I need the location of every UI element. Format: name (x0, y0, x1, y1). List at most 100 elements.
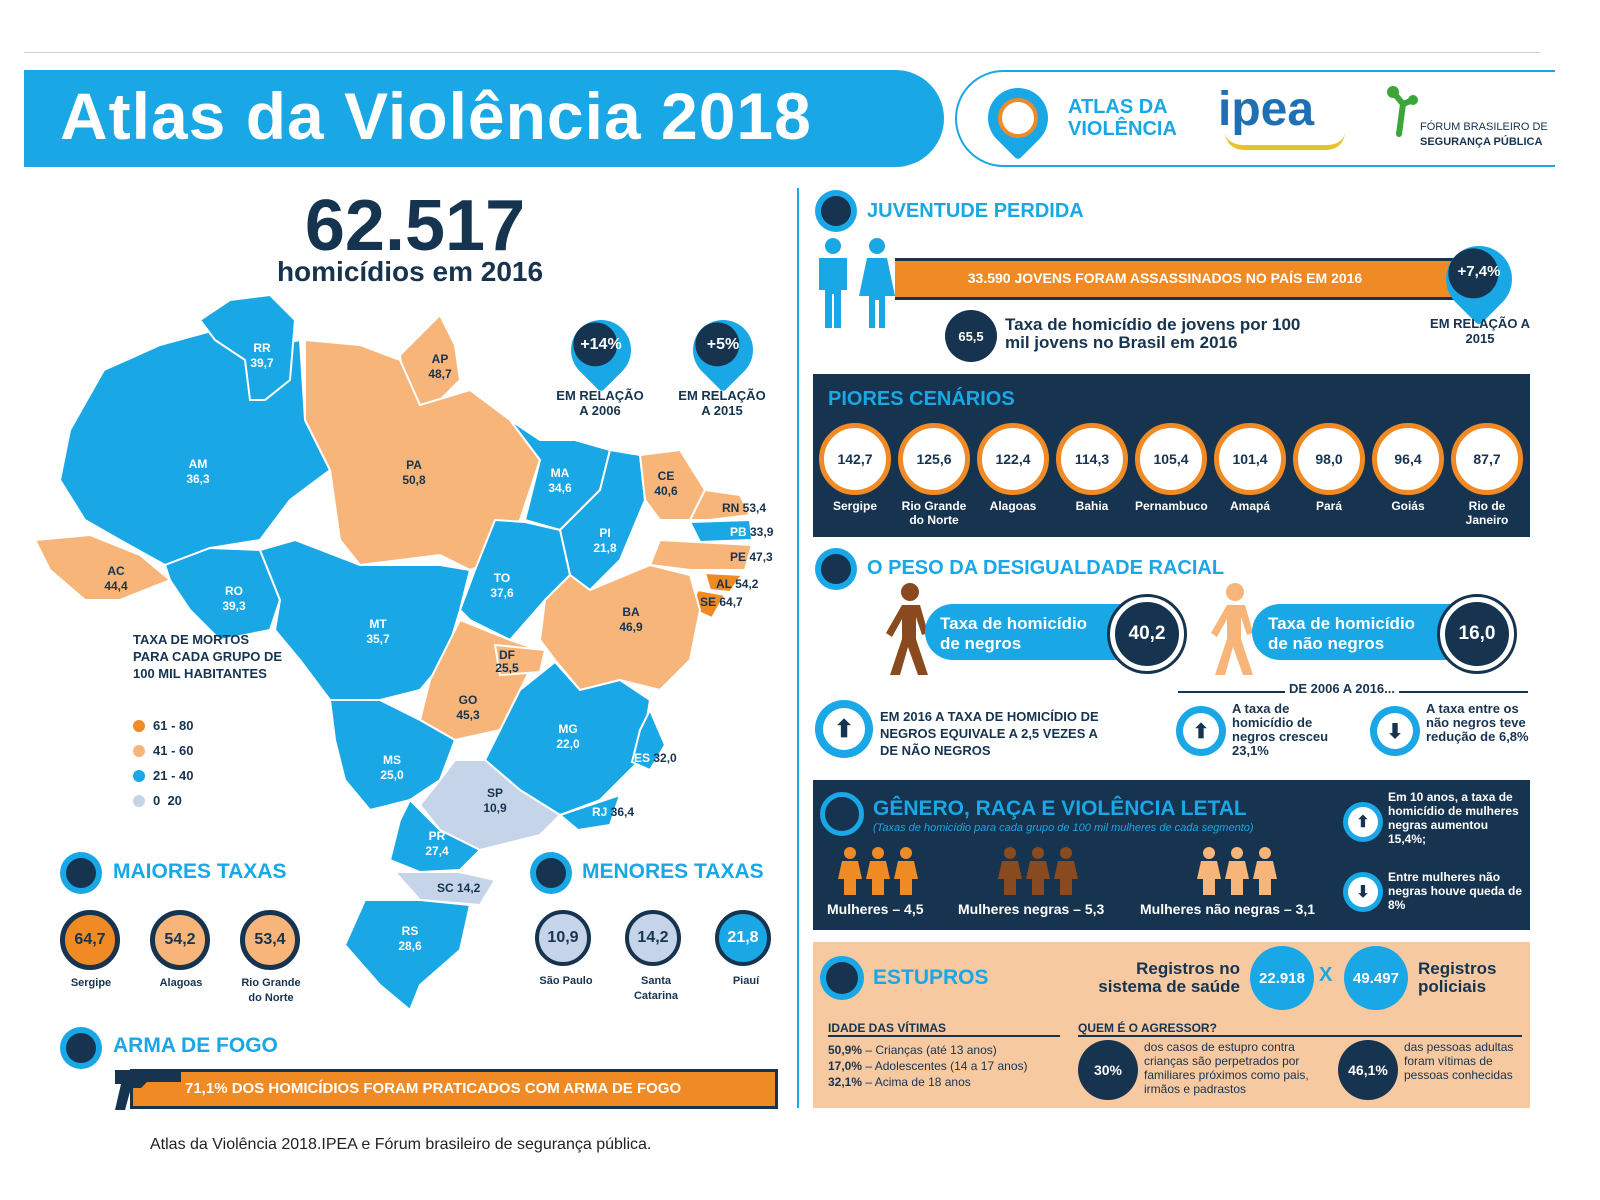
saude-value: 22.918 (1250, 946, 1314, 1010)
saude-label: Registros no sistema de saúde (1098, 959, 1240, 996)
juventude-change-label: EM RELAÇÃO A 2015 (1430, 316, 1530, 346)
piores-item: 96,4 Goiás (1372, 423, 1444, 527)
genero-icon (820, 792, 864, 836)
state-rr (198, 293, 297, 401)
label-mg: MG (558, 722, 577, 736)
agr1-text: dos casos de estupro contra crianças são… (1144, 1040, 1309, 1096)
menores-item: 10,9 São Paulo (535, 910, 597, 1004)
juventude-icon (815, 190, 857, 232)
hero-label: homicídios em 2016 (276, 256, 544, 287)
state-sp (418, 759, 562, 852)
state-rs (343, 899, 472, 1012)
value-pr: 27,4 (425, 844, 449, 858)
piores-item: 101,4 Amapá (1214, 423, 1286, 527)
juventude-title: JUVENTUDE PERDIDA (867, 200, 1084, 222)
value-sp: 10,9 (483, 801, 507, 815)
idade-title: IDADE DAS VÍTIMAS (828, 1021, 1060, 1037)
maiores-item: 64,7 Sergipe (60, 910, 122, 1006)
arma-title: ARMA DE FOGO (113, 1034, 278, 1057)
genero-title: GÊNERO, RAÇA E VIOLÊNCIA LETAL (873, 797, 1247, 820)
genero-panel (813, 780, 1530, 930)
down-arrow-icon: ⬇ (1370, 706, 1420, 756)
agressor-title: QUEM É O AGRESSOR? (1078, 1021, 1522, 1037)
header-banner (24, 70, 944, 167)
value-ma: 34,6 (548, 481, 572, 495)
column-divider (797, 188, 799, 1108)
up-arrow-icon: ⬆ (1176, 706, 1226, 756)
genero-subtitle: (Taxas de homicídio para cada grupo de 1… (873, 822, 1254, 834)
nao-negros-bar (1252, 604, 1462, 660)
label-to: TO (494, 571, 510, 585)
state-pb (688, 518, 754, 544)
arma-icon (60, 1027, 102, 1069)
legend-list: 61 - 80 41 - 60 21 - 40 0 20 (133, 713, 193, 813)
ipea-logo: ipea (1218, 83, 1315, 136)
change-2015-value: +5% (706, 336, 740, 353)
walker-nao-negro-icon (1211, 583, 1253, 675)
women-group-3-icon (1197, 847, 1277, 895)
policia-label: Registros policiais (1418, 959, 1497, 996)
value-ce: 40,6 (654, 484, 678, 498)
genero-down-icon: ⬇ (1343, 872, 1383, 912)
nao-negros-label: Taxa de homicídio de não negros (1268, 614, 1416, 653)
value-am: 36,3 (186, 472, 210, 486)
label-ma: MA (551, 466, 570, 480)
page-title: Atlas da Violência 2018 (60, 79, 812, 153)
genero-up-text: Em 10 anos, a taxa de homicídio de mulhe… (1388, 790, 1519, 846)
piores-list: 142,7 Sergipe 125,6 Rio Grande do Norte 12… (819, 423, 1523, 527)
label-pe: PE 47,3 (730, 550, 773, 564)
menores-item: 14,2 Santa Catarina (625, 910, 687, 1004)
agr2-text: das pessoas adultas foram vítimas de pes… (1404, 1040, 1514, 1082)
legend-item: 0 20 (133, 788, 193, 813)
value-df: 25,5 (495, 661, 519, 675)
up-text: A taxa de homicídio de negros cresceu 23… (1232, 701, 1329, 758)
label-pr: PR (429, 829, 446, 843)
menores-list: 10,9 São Paulo 14,2 Santa Catarina 21,8 … (535, 910, 777, 1004)
piores-item: 142,7 Sergipe (819, 423, 891, 527)
label-ap: AP (432, 352, 449, 366)
genero-group-2-label: Mulheres negras – 5,3 (958, 901, 1105, 917)
racial-title: O PESO DA DESIGUALDADE RACIAL (867, 557, 1225, 579)
value-mg: 22,0 (556, 737, 580, 751)
value-pa: 50,8 (402, 473, 426, 487)
label-rn: RN 53,4 (722, 501, 766, 515)
state-sc (392, 871, 497, 907)
label-pb: PB 33,9 (730, 525, 774, 539)
state-ba (538, 563, 702, 692)
genero-group-3-label: Mulheres não negras – 3,1 (1140, 901, 1316, 917)
negros-value: 40,2 (1107, 594, 1187, 674)
state-mg (483, 660, 652, 817)
piores-item: 105,4 Pernambuco (1135, 423, 1208, 527)
change-2015-label: EM RELAÇÃO A 2015 (678, 388, 766, 418)
label-go: GO (459, 693, 478, 707)
state-es (630, 707, 667, 772)
agr2-value: 46,1% (1338, 1040, 1398, 1100)
negros-label: Taxa de homicídio de negros (940, 614, 1088, 653)
estupros-x: X (1319, 964, 1333, 986)
maiores-list: 64,7 Sergipe 54,2 Alagoas 53,4 Rio Grand… (60, 910, 302, 1006)
label-pa: PA (406, 458, 422, 472)
value-ro: 39,3 (222, 599, 246, 613)
idade-item: 17,0% – Adolescentes (14 a 17 anos) (828, 1059, 1028, 1073)
label-ms: MS (383, 753, 401, 767)
label-mt: MT (369, 617, 387, 631)
state-to (458, 518, 572, 642)
label-df: DF (499, 648, 515, 662)
estupros-icon (820, 956, 864, 1000)
maiores-icon (60, 852, 102, 894)
label-ce: CE (658, 469, 675, 483)
forum-logo-icon (1385, 84, 1419, 138)
women-group-2-icon (998, 847, 1078, 895)
women-group-1-icon (838, 847, 918, 895)
value-mt: 35,7 (366, 632, 390, 646)
idade-item: 32,1% – Acima de 18 anos (828, 1075, 971, 1089)
caption: Atlas da Violência 2018.IPEA e Fórum bra… (150, 1136, 652, 1153)
label-ro: RO (225, 584, 243, 598)
genero-down-text: Entre mulheres não negras houve queda de… (1388, 870, 1523, 912)
value-ac: 44,4 (104, 579, 128, 593)
nao-negros-value: 16,0 (1437, 594, 1517, 674)
value-rs: 28,6 (398, 939, 422, 953)
piores-item: 98,0 Pará (1293, 423, 1365, 527)
arma-bar (130, 1069, 778, 1109)
